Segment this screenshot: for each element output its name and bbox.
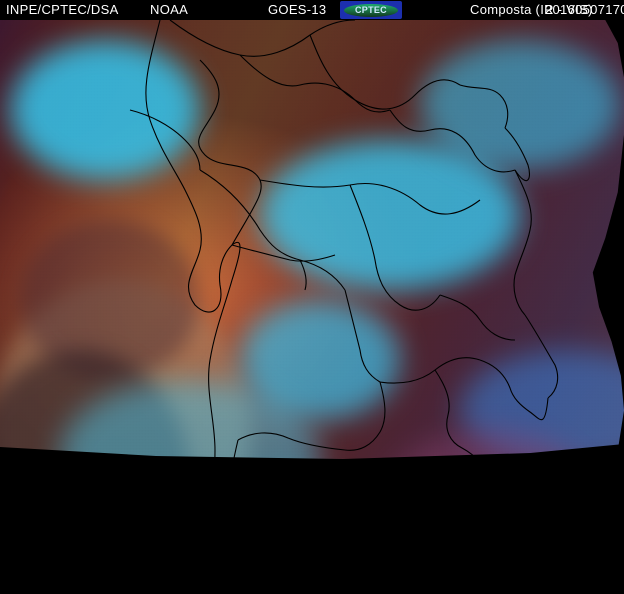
cptec-logo[interactable]: CPTEC (340, 1, 402, 19)
earth-disc-edge-bottom (0, 444, 624, 594)
datetime-label: 201605071700 (545, 2, 624, 17)
source-label: INPE/CPTEC/DSA (6, 2, 119, 17)
satellite-label: GOES-13 (268, 2, 326, 17)
header-bar: INPE/CPTEC/DSA NOAA GOES-13 CPTEC Compos… (0, 0, 624, 20)
satellite-imagery-window: INPE/CPTEC/DSA NOAA GOES-13 CPTEC Compos… (0, 0, 624, 594)
cptec-logo-text: CPTEC (355, 5, 387, 15)
cptec-logo-shape: CPTEC (344, 4, 398, 17)
satellite-image-panel[interactable] (0, 20, 624, 594)
noaa-label: NOAA (150, 2, 188, 17)
